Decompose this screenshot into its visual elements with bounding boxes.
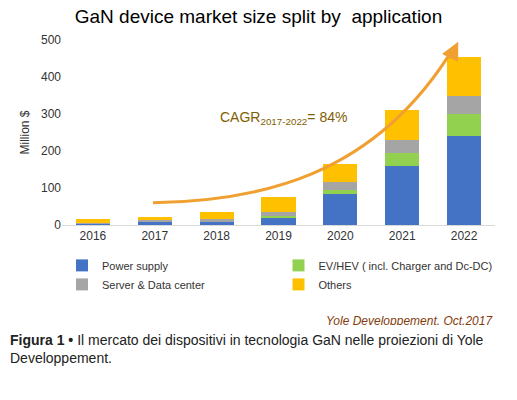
svg-text:EV/HEV ( incl. Charger and Dc-: EV/HEV ( incl. Charger and Dc-DC) xyxy=(319,260,493,272)
svg-text:300: 300 xyxy=(41,107,61,121)
svg-text:Yole Developpement, Oct.2017: Yole Developpement, Oct.2017 xyxy=(326,314,493,325)
svg-text:Others: Others xyxy=(319,279,353,291)
svg-text:2016: 2016 xyxy=(80,229,107,243)
svg-text:Million $: Million $ xyxy=(18,110,32,154)
html-text:Figura 1 • Il mercato dei disp: Figura 1 • Il mercato dei dispositivi in… xyxy=(10,332,484,366)
svg-text:200: 200 xyxy=(41,144,61,158)
svg-text:2017: 2017 xyxy=(141,229,168,243)
svg-text:GaN device market size split b: GaN device market size split by applicat… xyxy=(75,6,443,27)
svg-text:2019: 2019 xyxy=(265,229,292,243)
svg-text:2022: 2022 xyxy=(451,229,478,243)
svg-text:500: 500 xyxy=(41,33,61,47)
svg-text:2020: 2020 xyxy=(327,229,354,243)
svg-text:2021: 2021 xyxy=(389,229,416,243)
svg-text:0: 0 xyxy=(54,218,61,232)
svg-text:100: 100 xyxy=(41,181,61,195)
svg-text:CAGR​2017-2022​= 84%: CAGR​2017-2022​= 84% xyxy=(220,109,347,127)
svg-text:Power supply: Power supply xyxy=(102,260,169,272)
svg-text:400: 400 xyxy=(41,70,61,84)
svg-text:Server & Data center: Server & Data center xyxy=(102,279,205,291)
svg-text:2018: 2018 xyxy=(203,229,230,243)
